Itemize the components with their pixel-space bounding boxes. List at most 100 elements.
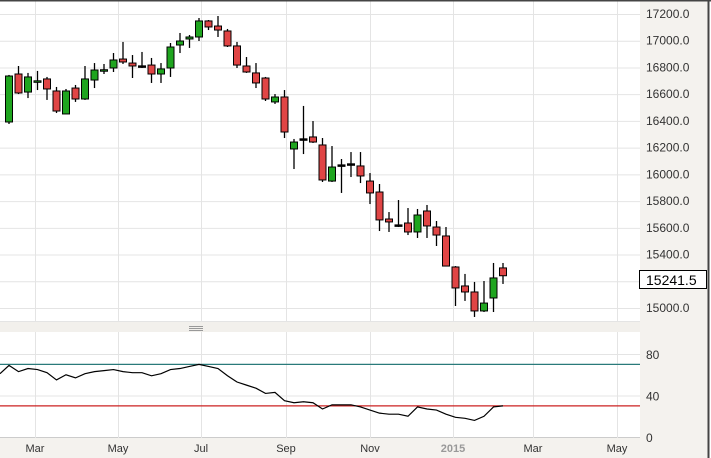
candle [14, 65, 23, 95]
candle-body [138, 65, 146, 68]
candle-body [480, 302, 488, 312]
candle-body [62, 90, 70, 115]
time-tick-label: 2015 [441, 443, 465, 455]
candle [214, 16, 222, 37]
panel-resize-grip-icon[interactable] [189, 326, 203, 331]
time-tick-label: Jul [194, 443, 208, 455]
candle-body [432, 226, 441, 236]
candle-body [5, 75, 13, 123]
candle [432, 221, 441, 246]
candle-body [375, 191, 384, 221]
candle-body [128, 62, 137, 67]
candle-body [356, 165, 365, 177]
candle-body [499, 267, 507, 277]
axis-labels: 17200.0 17000.0 16800.0 16600.0 16400.0 16200… [26, 7, 690, 455]
candle-body [442, 235, 450, 267]
candle [394, 200, 403, 228]
price-tick-label: 16400.0 [646, 114, 690, 128]
candle [52, 86, 61, 114]
oscillator-line [0, 363, 504, 422]
candle [128, 55, 137, 79]
candle [461, 273, 469, 301]
candle-body [242, 65, 251, 73]
time-tick-label: May [108, 443, 129, 455]
candle [499, 262, 507, 284]
price-tick-label: 16800.0 [646, 60, 690, 74]
grid [0, 0, 640, 438]
time-tick-label: Mar [26, 443, 45, 455]
candle-body [157, 68, 165, 75]
candle [233, 41, 241, 68]
candle-body [271, 96, 279, 103]
candle [318, 138, 327, 182]
candle [328, 146, 336, 182]
candle-body [318, 144, 327, 181]
price-tick-label: 15600.0 [646, 221, 690, 235]
candle [280, 90, 289, 139]
candle-body [337, 164, 346, 167]
candle-body [100, 69, 108, 72]
candle [470, 281, 479, 317]
candle [347, 152, 355, 178]
candle [157, 63, 165, 83]
price-tick-label: 17200.0 [646, 7, 690, 21]
candle-body [43, 78, 51, 90]
candle [271, 94, 279, 104]
candle-body [404, 222, 412, 233]
candle [375, 183, 384, 232]
candle-body [394, 224, 403, 227]
candle [81, 65, 89, 100]
candle [62, 88, 70, 115]
price-tick-label: 15000.0 [646, 301, 690, 315]
candle-body [489, 277, 498, 299]
candle [185, 34, 194, 48]
price-tick-label: 17000.0 [646, 34, 690, 48]
time-tick-label: Mar [524, 443, 543, 455]
candle-body [413, 214, 422, 233]
candle-body [119, 58, 127, 63]
oscillator-panel [0, 363, 640, 422]
price-tick-label: 15400.0 [646, 248, 690, 262]
candle-body [470, 291, 479, 312]
candle [33, 70, 42, 91]
candle [337, 158, 346, 193]
candle-body [347, 163, 355, 166]
candle-body [299, 138, 308, 141]
candle [195, 18, 203, 41]
candle [166, 42, 175, 77]
time-tick-label: Sep [276, 443, 296, 455]
candle-body [309, 136, 317, 143]
candle-body [90, 69, 99, 81]
candle [176, 32, 184, 54]
candle-body [328, 166, 336, 182]
price-tick-label: 16000.0 [646, 167, 690, 181]
candle [223, 28, 232, 48]
candle [413, 208, 422, 238]
time-axis-background [0, 438, 708, 458]
candle-body [423, 210, 431, 227]
panel-separator[interactable] [0, 322, 640, 332]
candle [385, 212, 393, 232]
candle [480, 281, 488, 313]
candle [423, 204, 431, 238]
candle-body [81, 78, 89, 100]
candle [451, 266, 460, 307]
time-tick-label: Nov [360, 443, 380, 455]
candle [147, 57, 156, 83]
candle-body [233, 45, 241, 66]
candle-body [252, 72, 260, 84]
candle [252, 63, 260, 89]
last-price-marker: 15241.5 [639, 270, 707, 289]
candle [366, 173, 374, 205]
candle-body [366, 180, 374, 194]
candle-body [52, 90, 61, 112]
candle-body [223, 30, 232, 47]
candle [24, 72, 32, 99]
last-price-label: 15241.5 [646, 272, 697, 288]
candle [100, 63, 108, 75]
candle [489, 262, 498, 313]
candle [119, 41, 127, 64]
candle [242, 57, 251, 73]
last-price-box [639, 270, 707, 289]
